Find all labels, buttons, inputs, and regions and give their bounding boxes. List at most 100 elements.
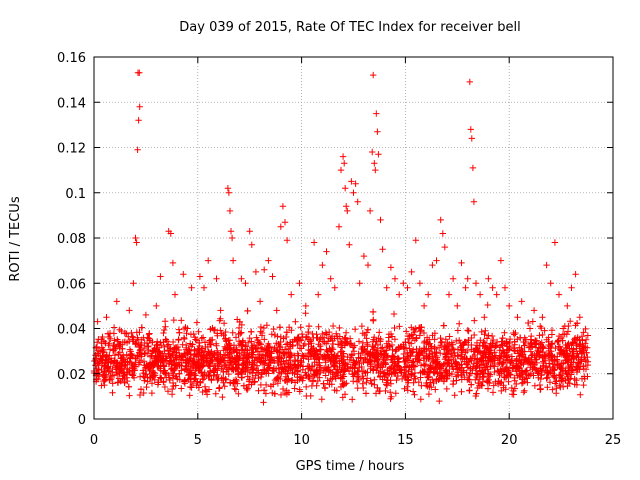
data-point: [225, 189, 233, 196]
data-point: [170, 316, 177, 324]
data-point: [305, 328, 312, 336]
data-point: [474, 370, 481, 377]
data-point: [313, 382, 320, 389]
x-axis-label: GPS time / hours: [296, 459, 405, 474]
data-point: [242, 280, 249, 287]
data-point: [249, 344, 256, 351]
data-point: [470, 360, 477, 368]
data-point: [573, 320, 581, 327]
data-point: [171, 366, 178, 374]
data-point: [369, 148, 376, 156]
data-point: [350, 189, 357, 196]
data-point: [141, 377, 148, 384]
data-point: [425, 291, 432, 298]
data-point: [114, 359, 121, 367]
data-point: [454, 372, 462, 379]
data-point: [117, 341, 124, 348]
data-point: [244, 358, 251, 365]
data-point: [374, 362, 381, 369]
data-point: [431, 336, 438, 343]
data-point: [568, 284, 575, 291]
data-point: [407, 349, 415, 357]
data-point: [449, 363, 456, 370]
data-point: [408, 268, 415, 276]
data-point: [283, 357, 290, 364]
data-point: [165, 350, 172, 357]
data-point: [229, 257, 237, 264]
data-point: [339, 375, 346, 382]
data-point: [510, 329, 517, 337]
data-point: [476, 291, 484, 298]
data-point: [341, 342, 348, 349]
data-point: [489, 389, 497, 396]
data-point: [584, 358, 592, 365]
data-point: [584, 332, 591, 339]
data-point: [428, 343, 435, 350]
data-point: [427, 364, 435, 371]
data-point: [393, 376, 400, 384]
data-point: [509, 357, 516, 364]
data-point: [322, 329, 330, 336]
data-point: [95, 360, 102, 367]
data-point: [293, 364, 301, 372]
data-point: [387, 389, 394, 396]
data-point: [126, 392, 133, 399]
data-point: [464, 327, 471, 334]
data-point: [303, 333, 310, 340]
y-tick-label: 0: [78, 413, 86, 428]
data-point: [208, 353, 216, 361]
data-point: [162, 369, 169, 377]
data-point: [133, 329, 140, 336]
data-point: [99, 371, 107, 378]
data-point: [426, 383, 433, 391]
data-point: [281, 389, 289, 397]
y-tick-label: 0.16: [57, 51, 86, 66]
data-point: [342, 329, 350, 336]
data-point: [307, 392, 314, 400]
data-point: [483, 377, 491, 385]
data-point: [106, 346, 114, 353]
data-point: [334, 352, 342, 359]
data-point: [404, 284, 411, 291]
data-point: [174, 343, 182, 351]
data-point: [308, 350, 316, 357]
data-point: [270, 357, 278, 365]
data-point: [119, 345, 126, 352]
y-tick-label: 0.14: [57, 96, 86, 111]
data-point: [470, 198, 478, 205]
data-point: [214, 360, 221, 368]
data-point: [400, 280, 407, 287]
data-point: [511, 331, 518, 338]
data-point: [578, 375, 586, 382]
data-point: [349, 344, 357, 351]
data-point: [352, 180, 359, 187]
data-point: [297, 362, 304, 369]
data-point: [129, 352, 136, 360]
data-point: [504, 343, 512, 350]
data-point: [153, 302, 160, 310]
data-point: [560, 359, 567, 367]
data-point: [466, 78, 473, 86]
data-point: [478, 381, 485, 389]
data-point: [471, 317, 478, 324]
data-point: [300, 342, 307, 349]
data-point: [403, 328, 410, 335]
data-point: [451, 392, 458, 399]
data-point: [417, 362, 425, 369]
data-point: [206, 349, 214, 357]
data-point: [333, 330, 340, 337]
data-point: [547, 344, 554, 352]
data-point: [375, 151, 382, 158]
data-point: [175, 336, 182, 343]
data-point: [435, 376, 442, 383]
data-point: [231, 385, 238, 392]
data-point: [364, 261, 372, 269]
data-point: [341, 368, 348, 375]
data-point: [310, 239, 318, 246]
data-point: [271, 331, 279, 339]
data-point: [486, 351, 493, 358]
data-point: [265, 257, 272, 264]
y-tick-label: 0.12: [57, 142, 86, 157]
